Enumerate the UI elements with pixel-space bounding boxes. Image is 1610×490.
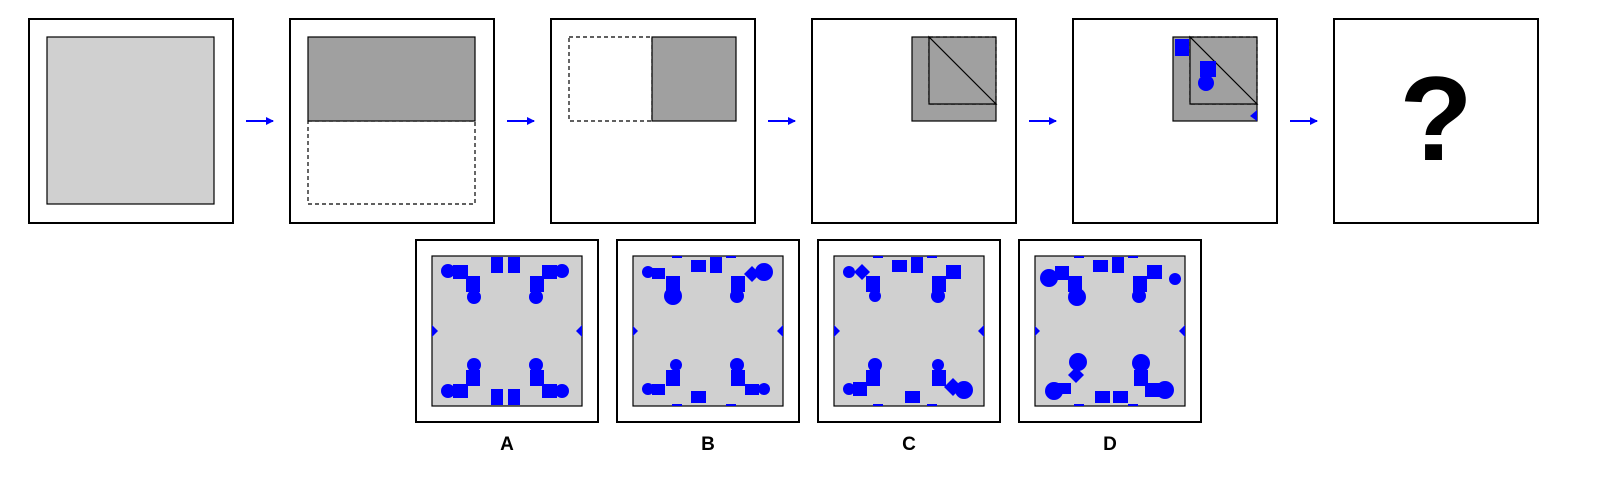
hole-pattern (432, 257, 582, 405)
square-hole (1175, 39, 1189, 56)
option-b[interactable] (616, 239, 800, 423)
step-panel-fold-1 (289, 18, 495, 224)
step-panel-fold-3 (811, 18, 1017, 224)
option-a[interactable] (415, 239, 599, 423)
step-panel-fold-2 (550, 18, 756, 224)
option-label-d: D (1103, 434, 1117, 455)
option-label-c: C (902, 434, 916, 455)
answer-placeholder-panel: ? (1333, 18, 1539, 224)
unfolded-paper (431, 255, 583, 407)
hole-pattern (633, 256, 783, 406)
unfolded-paper (1034, 255, 1186, 407)
option-label-a: A (500, 434, 514, 455)
corner-hole (1250, 110, 1257, 121)
question-mark: ? (1399, 52, 1472, 186)
folded-paper (307, 36, 476, 122)
hole-pattern (834, 256, 984, 406)
dashed-outline (568, 36, 653, 122)
step-panel-punch (1072, 18, 1278, 224)
circle-hole (1198, 75, 1214, 91)
hole-pattern (1035, 256, 1185, 406)
dashed-outline (307, 120, 476, 205)
folded-triangle (928, 35, 998, 105)
option-label-b: B (701, 434, 715, 455)
folded-paper (651, 36, 737, 122)
paper-sheet (46, 36, 215, 205)
unfolded-paper (632, 255, 784, 407)
option-c[interactable] (817, 239, 1001, 423)
option-d[interactable] (1018, 239, 1202, 423)
step-panel-unfolded (28, 18, 234, 224)
square-hole (1200, 61, 1216, 77)
